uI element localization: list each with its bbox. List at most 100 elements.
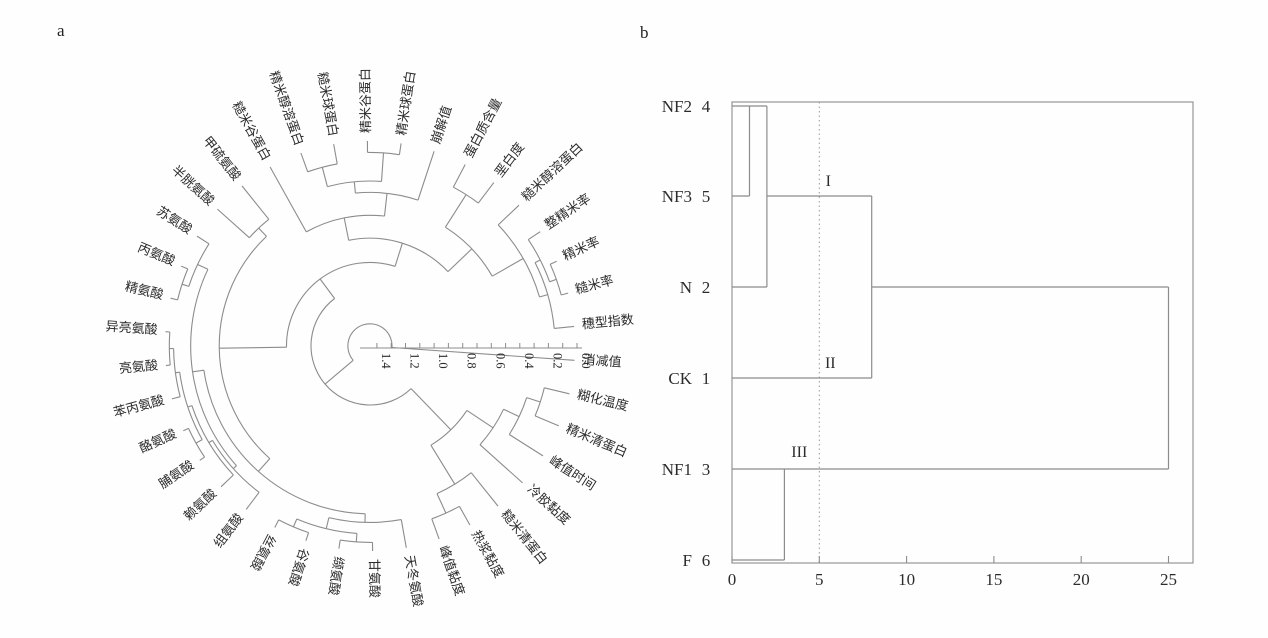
x-tick-label: 10 xyxy=(898,570,915,589)
x-tick-label: 25 xyxy=(1160,570,1177,589)
branch-arc xyxy=(508,397,528,435)
cluster-roman-label: III xyxy=(791,444,807,461)
leaf-label: 精米谷蛋白 xyxy=(357,68,373,133)
branch-line xyxy=(219,346,287,349)
leaf-label: 丝氨酸 xyxy=(248,532,279,574)
branch-line xyxy=(430,444,456,485)
scale-tick-label: 0.6 xyxy=(493,353,507,369)
leaf-label: 甘氨酸 xyxy=(367,559,382,598)
branch-line xyxy=(380,152,385,182)
branch-arc xyxy=(307,163,338,173)
leaf-label: 精氨酸 xyxy=(124,279,165,303)
branch-line xyxy=(466,409,494,429)
branch-line xyxy=(324,359,354,385)
case-number: 1 xyxy=(702,369,711,388)
branch-line xyxy=(383,193,388,217)
scale-tick-label: 1.0 xyxy=(436,353,450,369)
branch-arc xyxy=(453,186,479,204)
branch-line xyxy=(470,472,499,507)
branch-line xyxy=(241,185,270,220)
case-number: 6 xyxy=(702,551,711,570)
branch-arc xyxy=(549,263,562,296)
case-number: 5 xyxy=(702,187,711,206)
branch-line xyxy=(436,493,447,514)
leaf-label: 半胱氨酸 xyxy=(169,162,218,208)
branch-line xyxy=(479,444,523,484)
leaf-label: 崩解值 xyxy=(428,104,454,146)
leaf-label: 穗型指数 xyxy=(581,312,634,332)
branch-line xyxy=(431,518,440,540)
branch-arc xyxy=(431,505,460,520)
branch-line xyxy=(180,265,189,270)
leaf-label: 垩白度 xyxy=(492,140,528,180)
leaf-label: 消减值 xyxy=(582,352,622,370)
branch-arc xyxy=(248,218,270,239)
branch-line xyxy=(232,465,237,470)
branch-line xyxy=(187,405,193,408)
branch-line xyxy=(400,519,407,548)
circular-dendrogram: 消减值穗型指数糙米率精米率整精米率糙米醇溶蛋白垩白度蛋白质含量崩解值精米球蛋白精… xyxy=(105,68,634,608)
branch-line xyxy=(195,439,203,444)
case-number: 4 xyxy=(702,97,711,116)
branch-line xyxy=(561,292,569,296)
branch-arc xyxy=(190,269,237,467)
branch-line xyxy=(353,181,356,194)
branch-line xyxy=(319,278,336,299)
branch-line xyxy=(208,439,213,444)
scale-tick-label: 1.2 xyxy=(408,353,422,369)
case-number: 3 xyxy=(702,460,711,479)
leaf-label: 精米清蛋白 xyxy=(564,421,630,460)
x-tick-label: 15 xyxy=(985,570,1002,589)
branch-line xyxy=(477,182,495,204)
leaf-label: 组氨酸 xyxy=(211,510,247,550)
branch-line xyxy=(333,144,338,164)
leaf-label: 蛋白质含量 xyxy=(461,96,505,161)
branch-line xyxy=(199,456,205,461)
branch-line xyxy=(196,235,210,245)
branch-line xyxy=(417,151,435,201)
leaf-label: 整精米率 xyxy=(542,191,594,232)
branch-line xyxy=(192,369,204,373)
tree-branches xyxy=(165,140,575,552)
x-tick-label: 0 xyxy=(728,570,737,589)
branch-line xyxy=(491,258,524,277)
leaf-label: 亮氨酸 xyxy=(118,357,158,376)
branch-arc xyxy=(347,323,393,361)
branch-arc xyxy=(187,428,206,458)
branch-line xyxy=(539,294,548,298)
leaf-label: 糙米谷蛋白 xyxy=(229,99,274,163)
cluster-roman-label: I xyxy=(826,173,831,190)
leaf-label: 苯丙氨酸 xyxy=(112,392,166,420)
branch-line xyxy=(398,143,402,155)
cluster-roman-label: II xyxy=(825,355,836,372)
leaf-label: 缬氨酸 xyxy=(326,556,347,597)
leaf-label: 糙米清蛋白 xyxy=(498,507,550,567)
branch-line xyxy=(305,532,310,541)
leaf-label: 糙米球蛋白 xyxy=(315,71,341,138)
branch-line xyxy=(338,540,341,549)
panel-a-letter: a xyxy=(57,21,65,40)
branch-line xyxy=(292,518,298,528)
branch-line xyxy=(458,506,471,526)
branch-line xyxy=(554,325,575,329)
branch-arc xyxy=(191,405,234,476)
branch-line xyxy=(391,346,575,361)
leaf-label: 酪氨酸 xyxy=(137,426,179,456)
branch-line xyxy=(544,387,570,395)
panel-b-letter: b xyxy=(640,23,649,42)
leaf-label: 异亮氨酸 xyxy=(105,318,158,337)
leaf-label: 峰值时间 xyxy=(547,453,599,494)
branch-line xyxy=(300,152,309,172)
scale-tick-label: 0.8 xyxy=(465,353,479,369)
branch-arc xyxy=(285,261,396,348)
leaf-label: 精米醇溶蛋白 xyxy=(266,69,306,148)
treatment-label: NF2 xyxy=(662,97,692,116)
branch-line xyxy=(503,408,520,418)
branch-line xyxy=(534,259,541,264)
leaf-label: 脯氨酸 xyxy=(156,457,197,491)
leaf-label: 赖氨酸 xyxy=(181,486,220,524)
branch-line xyxy=(394,242,403,267)
branch-line xyxy=(170,297,178,301)
